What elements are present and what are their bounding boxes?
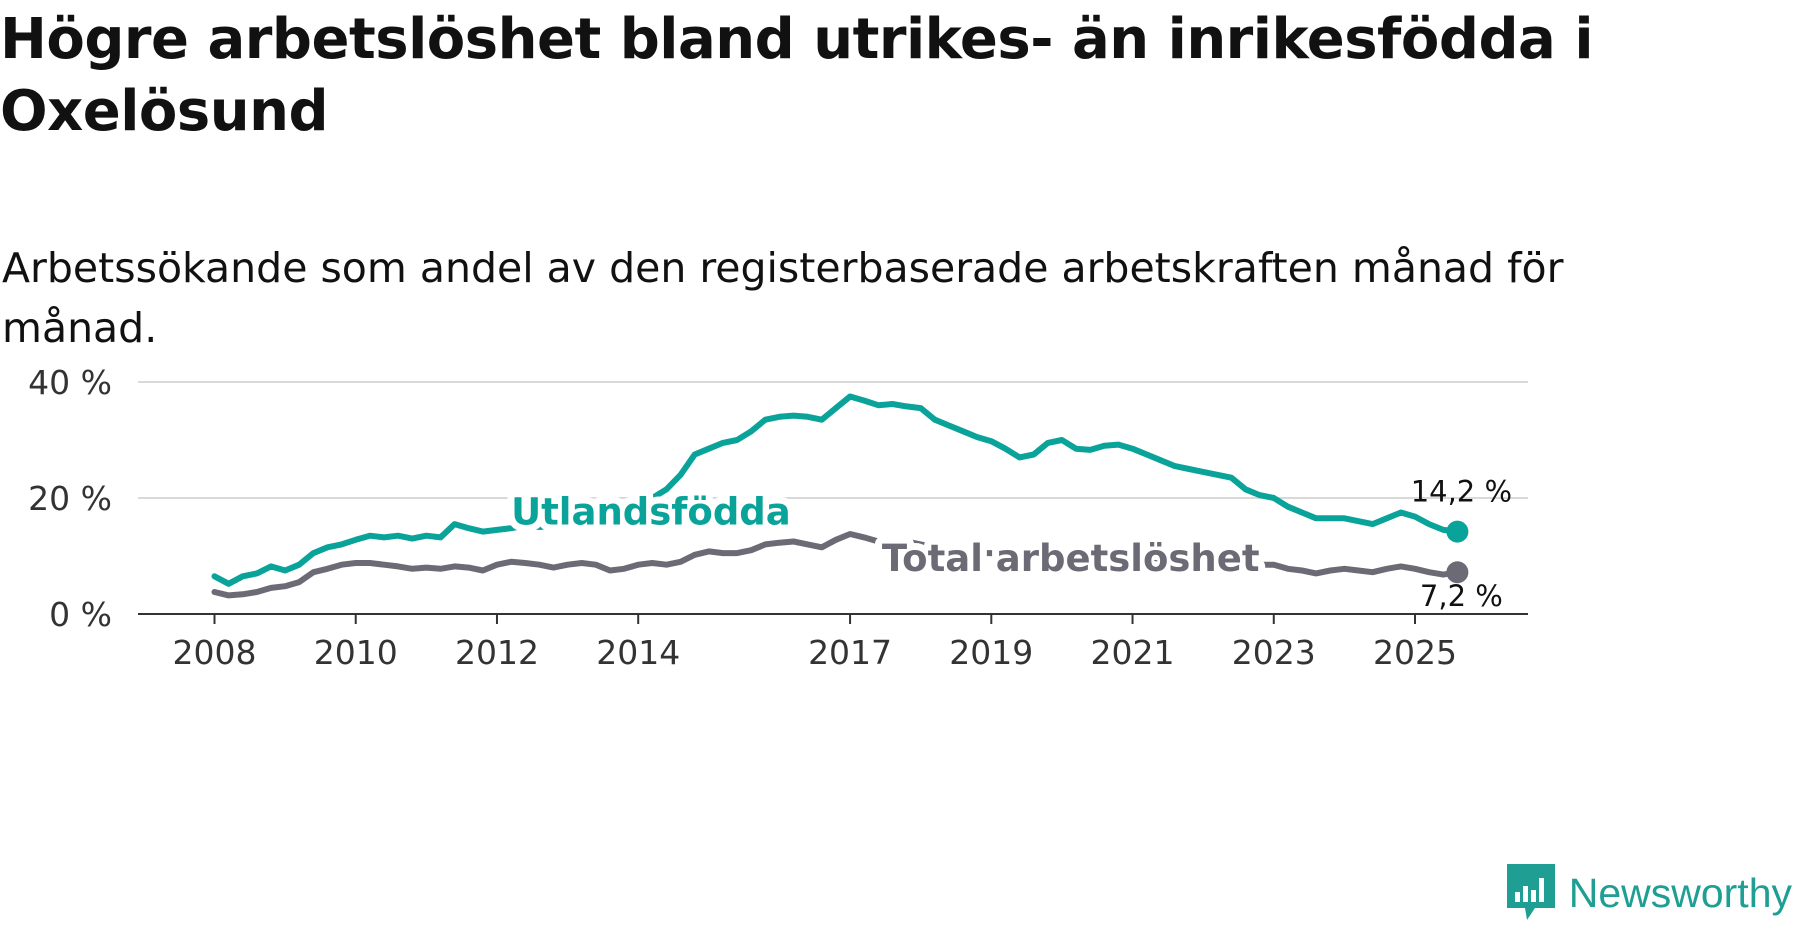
y-gridlines [138, 381, 1528, 499]
end-point-marker [1446, 561, 1469, 584]
x-tick-label: 2012 [455, 633, 539, 672]
brand-name: Newsworthy [1568, 869, 1792, 916]
series-label-total: Total arbetslöshet [882, 537, 1260, 580]
end-point-marker [1446, 520, 1469, 543]
newsworthy-logo-icon [1506, 864, 1555, 920]
chart-title: Högre arbetslöshet bland utrikes- än inr… [0, 7, 1594, 144]
end-value-label: 7,2 % [1420, 579, 1503, 613]
y-axis-ticks: 0 % 20 % 40 % [28, 363, 112, 634]
x-tick-label: 2019 [949, 633, 1033, 672]
chart-subtitle: Arbetssökande som andel av den registerb… [2, 244, 1564, 352]
x-tick-label: 2017 [808, 633, 892, 672]
x-tick-label: 2010 [314, 633, 398, 672]
y-tick-label: 20 % [28, 479, 112, 518]
line-chart: 0 % 20 % 40 % 2008 2010 2012 2014 2017 2019 2021… [28, 363, 1528, 672]
series-label-utlandsfodda: Utlandsfödda [511, 491, 791, 534]
series-line-utlandsfodda [211, 393, 1461, 587]
x-tick-label: 2025 [1373, 633, 1457, 672]
newsworthy-logo: Newsworthy [1505, 838, 1792, 948]
series-lines [211, 393, 1461, 599]
end-value-label: 14,2 % [1411, 475, 1512, 509]
series-label-halo: Utlandsfödda [511, 491, 791, 534]
series-label-halo: Total arbetslöshet [882, 537, 1260, 580]
y-tick-label: 0 % [49, 595, 112, 634]
series-line-total [211, 531, 1461, 599]
x-tick-label: 2021 [1091, 633, 1175, 672]
y-tick-label: 40 % [28, 363, 112, 402]
x-tick-label: 2023 [1232, 633, 1316, 672]
x-tick-label: 2008 [173, 633, 257, 672]
x-tick-label: 2014 [596, 633, 680, 672]
x-axis-ticks: 2008 2010 2012 2014 2017 2019 2021 2023 2025 [173, 614, 1457, 672]
series-end-markers: 14,2 % 7,2 % [1411, 475, 1512, 614]
